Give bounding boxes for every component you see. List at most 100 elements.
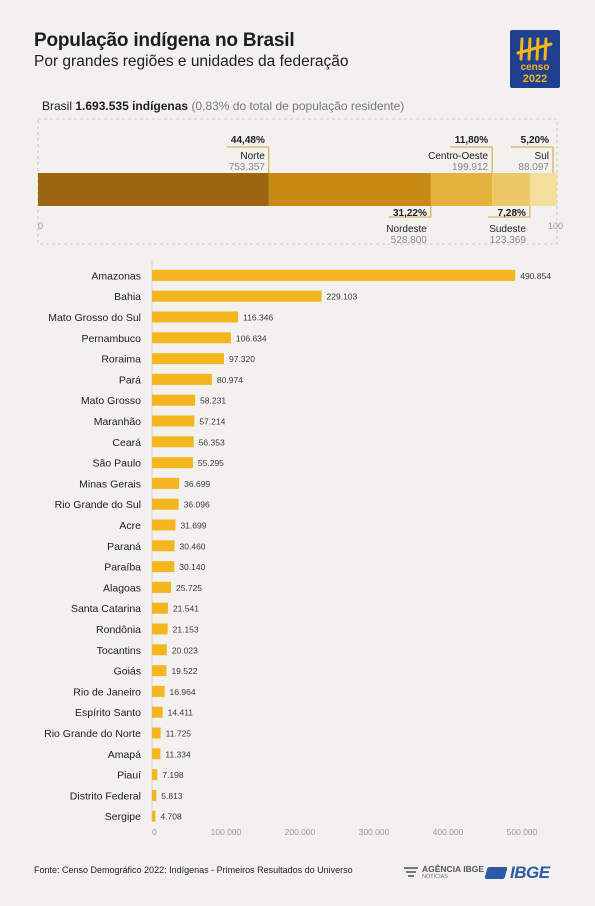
bar-value-label: 36.699 (184, 479, 210, 489)
bar-value-label: 5.813 (161, 791, 183, 801)
chart-subtitle: Por grandes regiões e unidades da federa… (34, 53, 349, 70)
bar-value-label: 16.964 (170, 687, 196, 697)
bar-value-label: 21.153 (173, 625, 199, 635)
bar (152, 415, 195, 427)
ibge-text: IBGE (510, 863, 550, 882)
bar-value-label: 25.725 (176, 583, 202, 593)
logo-text-censo: censo (520, 62, 550, 73)
bar-value-label: 14.411 (168, 708, 194, 718)
summary-note: (0,83% do total de população residente) (191, 99, 405, 113)
bar-value-label: 7.198 (162, 770, 184, 780)
bar-value-label: 36.096 (184, 500, 210, 510)
bar-value-label: 30.460 (180, 541, 206, 551)
bar (152, 665, 167, 677)
bar (152, 457, 193, 469)
category-label: Paraná (107, 541, 141, 553)
category-label: Alagoas (103, 582, 141, 594)
bar-value-label: 106.634 (236, 333, 267, 343)
bar (152, 623, 168, 635)
x-tick-label: 400.000 (433, 827, 464, 837)
bar-value-label: 57.214 (199, 417, 225, 427)
category-label: Tocantins (97, 645, 141, 657)
source-note: Fonte: Censo Demográfico 2022: Indígenas… (34, 865, 353, 875)
category-label: Bahia (114, 291, 141, 303)
category-label: Amazonas (91, 270, 141, 282)
agencia-text: AGÊNCIA IBGE (422, 864, 485, 874)
summary-total: 1.693.535 indígenas (75, 99, 189, 113)
stack-segment-centro-oeste (430, 173, 493, 206)
bar (152, 706, 163, 718)
bar (152, 290, 322, 302)
category-label: Goiás (114, 666, 141, 678)
bar (152, 436, 194, 448)
category-label: Rio Grande do Norte (44, 728, 141, 740)
x-tick-label: 200.000 (285, 827, 316, 837)
bar (152, 769, 158, 781)
category-label: Espírito Santo (75, 707, 141, 719)
category-label: São Paulo (93, 458, 142, 470)
summary-prefix: Brasil (42, 99, 73, 113)
stack-leader-sudeste (487, 206, 531, 218)
bar (152, 644, 167, 656)
bar (152, 519, 176, 531)
bar (152, 581, 172, 593)
bar (152, 727, 161, 739)
bar-value-label: 229.103 (327, 292, 358, 302)
stack-percent-sul: 5,20% (521, 135, 549, 146)
bar-value-label: 21.541 (173, 604, 199, 614)
x-tick-label: 100.000 (211, 827, 242, 837)
stack-value-norte: 753.357 (229, 162, 266, 173)
category-label: Rio de Janeiro (73, 686, 141, 698)
x-tick-label: 500.000 (507, 827, 538, 837)
stack-percent-nordeste: 31,22% (393, 208, 427, 219)
category-label: Sergipe (105, 811, 141, 823)
stack-percent-sudeste: 7,28% (498, 208, 526, 219)
agencia-subtext: NOTÍCIAS (422, 874, 448, 880)
stack-leader-norte (226, 146, 270, 173)
category-label: Piauí (117, 770, 141, 782)
stack-leader-nordeste (388, 206, 432, 218)
bar (152, 602, 168, 614)
ibge-logo: IBGE (484, 862, 566, 884)
stack-axis-min: 0 (38, 221, 43, 231)
category-label: Mato Grosso do Sul (48, 312, 141, 324)
bar (152, 394, 196, 406)
stack-percent-norte: 44,48% (231, 135, 265, 146)
bar (152, 540, 175, 552)
category-label: Amapá (108, 749, 141, 761)
category-label: Roraima (101, 354, 141, 366)
stack-axis-max: 100 (548, 221, 563, 231)
bar-value-label: 58.231 (200, 396, 226, 406)
brasil-summary: Brasil 1.693.535 indígenas (0,83% do tot… (42, 99, 404, 113)
bar (152, 353, 225, 365)
bar-value-label: 116.346 (243, 313, 273, 323)
bar (152, 748, 161, 760)
agencia-ibge-logo: AGÊNCIA IBGE NOTÍCIAS (404, 862, 485, 884)
bar-value-label: 30.140 (179, 562, 205, 572)
bar-value-label: 20.023 (172, 645, 198, 655)
bar-value-label: 97.320 (229, 354, 255, 364)
stack-name-nordeste: Nordeste (386, 224, 427, 235)
agencia-icon (404, 867, 418, 877)
category-label: Mato Grosso (81, 395, 141, 407)
category-label: Paraíba (104, 562, 141, 574)
stack-segment-sul (529, 173, 557, 206)
x-tick-label: 300.000 (359, 827, 390, 837)
states-bar-chart: Amazonas 490.854 Bahia 229.103 Mato Grosso d… (44, 260, 551, 837)
bar-value-label: 490.854 (520, 271, 551, 281)
category-label: Rondônia (96, 624, 141, 636)
stack-segment-nordeste (268, 173, 431, 206)
bar (152, 332, 231, 344)
stack-name-centro-oeste: Centro-Oeste (428, 151, 488, 162)
bar-value-label: 55.295 (198, 458, 224, 468)
bar-value-label: 31.699 (180, 521, 206, 531)
bar (152, 373, 212, 385)
tally-marks-icon (516, 37, 553, 61)
x-tick-label: 0 (152, 827, 157, 837)
bar-value-label: 11.725 (166, 729, 192, 739)
logo-text-year: 2022 (522, 73, 548, 85)
stack-name-sudeste: Sudeste (489, 224, 526, 235)
chart-title: População indígena no Brasil (34, 30, 295, 51)
ibge-mark-icon (484, 867, 508, 879)
bar-value-label: 11.334 (165, 749, 191, 759)
